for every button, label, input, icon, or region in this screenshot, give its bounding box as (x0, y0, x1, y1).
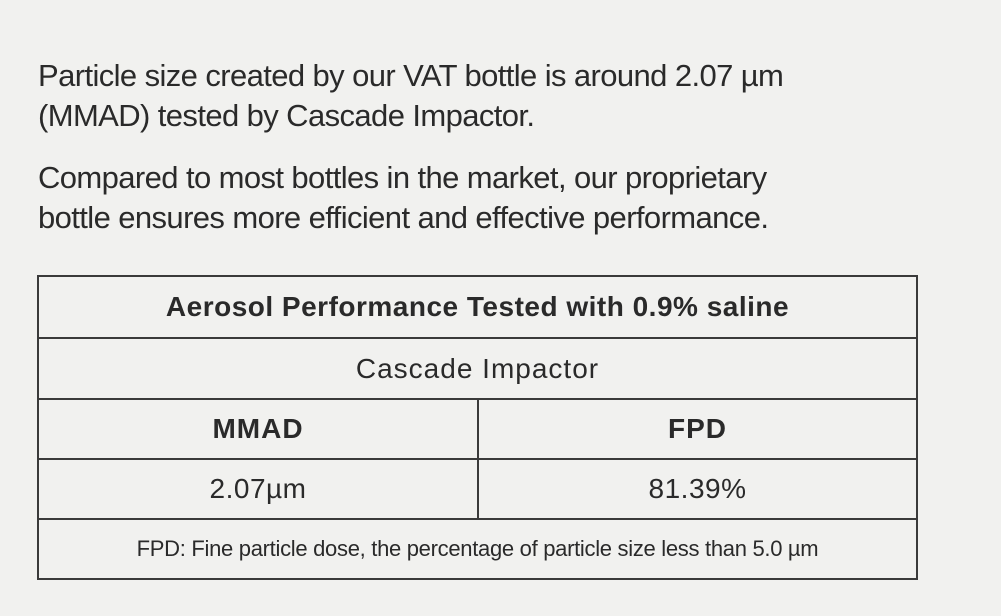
text-line: (MMAD) tested by Cascade Impactor. (38, 98, 535, 133)
text-line: Particle size created by our VAT bottle … (38, 58, 784, 93)
table-cell: 81.39% (477, 458, 918, 520)
table-row: MMAD FPD (37, 398, 918, 460)
table-row: Aerosol Performance Tested with 0.9% sal… (37, 275, 918, 339)
paragraph: Compared to most bottles in the market, … (38, 158, 938, 238)
table-row: 2.07µm 81.39% (37, 458, 918, 520)
column-header: MMAD (37, 398, 479, 460)
data-table: Aerosol Performance Tested with 0.9% sal… (37, 275, 918, 580)
table-row: Cascade Impactor (37, 337, 918, 400)
table-subtitle: Cascade Impactor (37, 337, 918, 400)
table-footnote: FPD: Fine particle dose, the percentage … (37, 518, 918, 580)
column-header: FPD (477, 398, 918, 460)
table-row: FPD: Fine particle dose, the percentage … (37, 518, 918, 580)
table-cell: 2.07µm (37, 458, 479, 520)
paragraph: Particle size created by our VAT bottle … (38, 56, 938, 136)
text-line: Compared to most bottles in the market, … (38, 160, 767, 195)
table-title: Aerosol Performance Tested with 0.9% sal… (37, 275, 918, 339)
text-line: bottle ensures more efficient and effect… (38, 200, 769, 235)
